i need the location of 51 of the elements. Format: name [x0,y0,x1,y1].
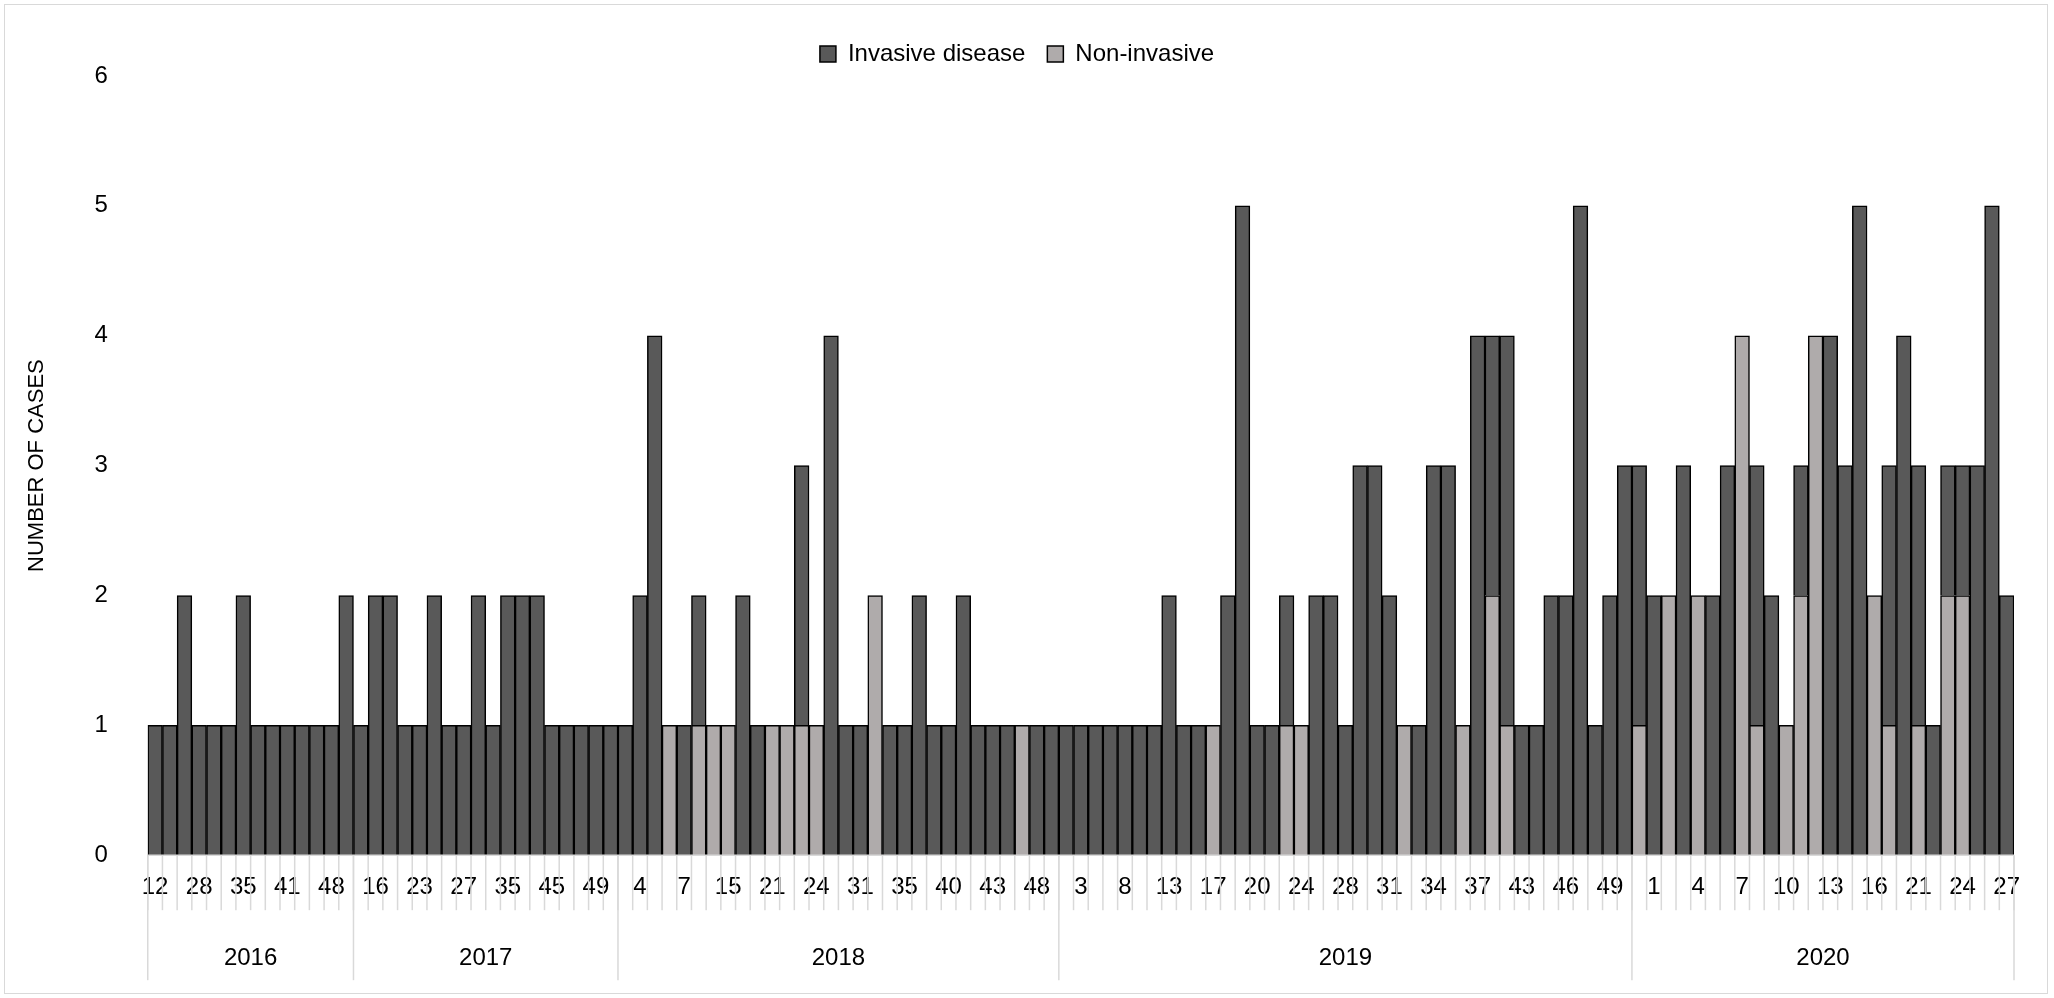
y-axis-title: NUMBER OF CASES [23,359,49,572]
x-tick-label: 27 [1993,872,2020,900]
y-tick-label: 1 [94,709,108,737]
x-tick-label: 1 [1647,872,1661,900]
x-tick-label: 48 [318,872,345,900]
y-tick-label: 0 [94,839,108,867]
text: 2020 [1796,942,1850,970]
x-tick-label: 21 [1905,872,1932,900]
x-tick-label: 40 [935,872,962,900]
x-tick-label: 20 [1243,872,1271,900]
x-tick-label: 8 [1118,872,1132,900]
x-tick-label: 27 [450,872,478,900]
x-tick-label: 35 [891,872,918,900]
x-tick-label: 3 [1074,872,1088,900]
x-tick-label: 16 [1861,872,1888,900]
x-tick-label: 24 [1287,872,1315,900]
x-tick-label: 23 [406,872,433,900]
legend-label: Invasive disease [847,38,1026,66]
x-tick-label: 7 [677,872,691,900]
x-tick-label: 35 [229,872,257,900]
x-tick-label: 28 [185,872,213,900]
x-tick-label: 46 [1552,872,1580,900]
y-tick-label: 4 [94,320,108,348]
x-tick-label: 45 [538,872,566,900]
text: 2017 [459,942,513,970]
x-tick-label: 13 [1816,872,1844,900]
x-tick-label: 34 [1420,872,1447,900]
x-tick-label: 24 [1949,872,1976,900]
text: 2019 [1318,942,1373,970]
text: 2016 [223,942,278,970]
x-tick-label: 24 [803,872,830,900]
legend-label: Non-invasive [1075,38,1215,66]
x-tick-label: 4 [633,872,647,900]
x-tick-label: 43 [1508,872,1536,900]
text: 2018 [811,942,866,970]
y-tick-label: 3 [94,450,108,478]
x-tick-label: 35 [494,872,522,900]
x-tick-label: 37 [1464,872,1491,900]
x-tick-label: 43 [979,872,1007,900]
x-tick-label: 15 [714,872,742,900]
x-tick-label: 10 [1772,872,1800,900]
y-tick-label: 5 [94,190,108,218]
x-tick-label: 16 [362,872,389,900]
y-tick-label: 2 [94,580,108,608]
x-tick-label: 48 [1023,872,1051,900]
x-tick-label: 31 [847,872,874,900]
x-tick-label: 28 [1332,872,1359,900]
x-tick-label: 31 [1376,872,1403,900]
y-tick-label: 6 [94,60,108,88]
x-tick-label: 4 [1691,872,1705,900]
x-tick-label: 7 [1735,872,1749,900]
